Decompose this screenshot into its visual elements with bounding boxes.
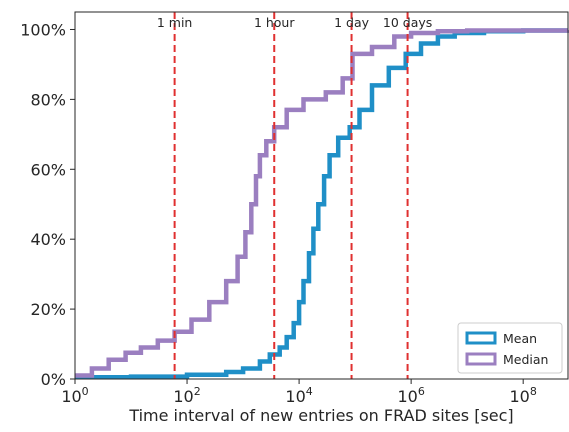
annotation-label: 10 days (383, 15, 432, 30)
x-tick-label: 106 (397, 385, 424, 406)
y-tick-label: 60% (30, 160, 66, 179)
x-axis-label: Time interval of new entries on FRAD sit… (128, 406, 513, 425)
annotation-label: 1 hour (254, 15, 295, 30)
legend: Mean Median (457, 322, 563, 374)
x-tick-base: 10 (510, 387, 530, 406)
x-tick-label: 108 (510, 385, 537, 406)
legend-swatch-mean (465, 331, 497, 345)
x-tick-label: 100 (61, 385, 88, 406)
x-tick-base: 10 (285, 387, 305, 406)
legend-box (457, 322, 563, 374)
annotation-label: 1 day (334, 15, 370, 30)
x-tick-base: 10 (173, 387, 193, 406)
y-tick-label: 40% (30, 230, 66, 249)
annotation-label: 1 min (157, 15, 193, 30)
plot-frame (74, 11, 569, 380)
x-tick-exponent: 8 (530, 385, 537, 398)
legend-label-mean: Mean (503, 331, 537, 346)
y-axis: 0% 20% 40% 60% 80% 100% (20, 20, 75, 389)
y-tick-label: 100% (20, 20, 66, 39)
series-line-mean (75, 28, 569, 380)
x-tick-label: 102 (173, 385, 200, 406)
x-tick-base: 10 (61, 387, 81, 406)
x-tick-label: 104 (285, 385, 312, 406)
series-line-median (75, 28, 569, 378)
y-tick-label: 20% (30, 300, 66, 319)
x-tick-exponent: 6 (418, 385, 425, 398)
annotation-lines: 1 min 1 hour 1 day 10 days (157, 12, 432, 379)
x-tick-exponent: 2 (194, 385, 201, 398)
legend-swatch-median (465, 352, 497, 366)
x-tick-exponent: 0 (82, 385, 89, 398)
y-tick-label: 80% (30, 90, 66, 109)
x-tick-base: 10 (397, 387, 417, 406)
legend-label-median: Median (503, 352, 548, 367)
x-tick-exponent: 4 (306, 385, 313, 398)
series-curves (75, 28, 569, 380)
y-tick-label: 0% (41, 370, 66, 389)
x-axis: 100 102 104 106 108 (61, 379, 537, 406)
